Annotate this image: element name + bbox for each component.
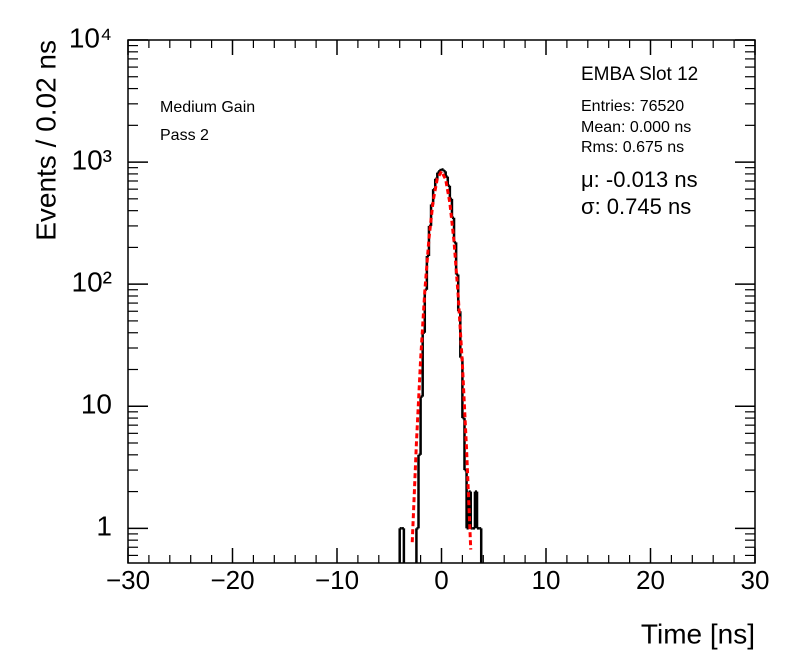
x-tick-label: 0 (434, 565, 448, 595)
y-tick-label: 10⁴ (69, 22, 112, 53)
annotation: Entries: 76520 (581, 98, 684, 115)
annotation: Pass 2 (160, 127, 209, 144)
x-tick-label: 30 (741, 565, 770, 595)
annotation: Rms: 0.675 ns (581, 139, 684, 156)
x-tick-label: −20 (210, 565, 254, 595)
y-tick-label: 10³ (72, 144, 112, 175)
x-tick-label: −10 (315, 565, 359, 595)
annotation: Medium Gain (160, 99, 255, 116)
fit-curve (410, 168, 473, 550)
x-tick-label: 20 (636, 565, 665, 595)
x-tick-label: −30 (106, 565, 150, 595)
y-axis-label: Events / 0.02 ns (30, 40, 61, 241)
x-axis-label: Time [ns] (641, 618, 755, 649)
annotation: EMBA Slot 12 (581, 64, 698, 85)
y-tick-label: 1 (96, 511, 112, 542)
y-tick-label: 10 (81, 389, 112, 420)
annotation: μ: -0.013 ns (581, 167, 698, 192)
x-tick-label: 10 (532, 565, 561, 595)
annotation: σ: 0.745 ns (581, 194, 691, 219)
annotation: Mean: 0.000 ns (581, 119, 691, 136)
y-tick-label: 10² (72, 267, 112, 298)
